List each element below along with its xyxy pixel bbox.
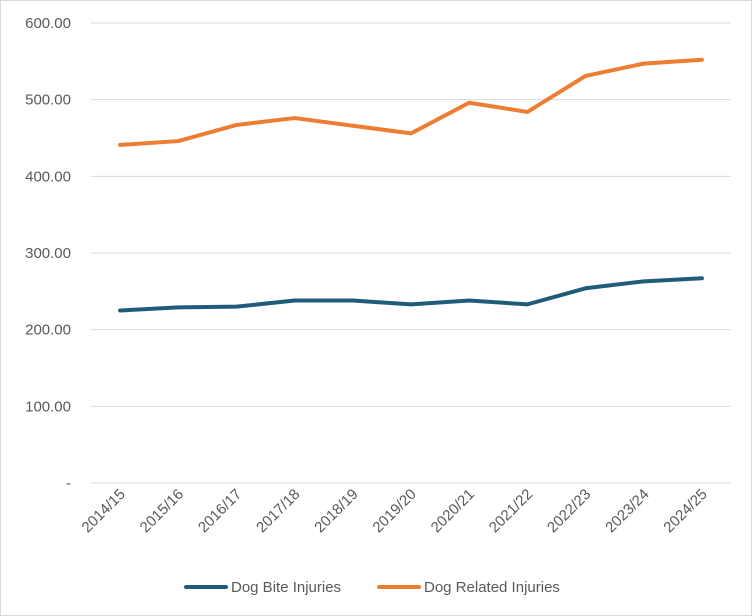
y-tick-label: 400.00	[25, 168, 71, 185]
x-tick-label: 2023/24	[602, 486, 652, 536]
x-tick-label: 2019/20	[369, 486, 419, 536]
x-tick-label: 2018/19	[311, 486, 361, 536]
y-tick-label: 600.00	[25, 15, 71, 32]
legend: Dog Bite Injuries Dog Related Injuries	[184, 579, 560, 596]
x-tick-label: 2021/22	[486, 486, 536, 536]
y-tick-label: 500.00	[25, 92, 71, 109]
y-tick-label: -	[66, 475, 71, 492]
x-tick-label: 2014/15	[79, 486, 129, 536]
x-tick-label: 2015/16	[137, 486, 187, 536]
y-tick-label: 100.00	[25, 398, 71, 415]
x-tick-label: 2024/25	[660, 486, 710, 536]
gridlines	[91, 22, 731, 484]
y-tick-label: 200.00	[25, 322, 71, 339]
series-lines	[118, 57, 704, 313]
series-line-dog-related-injuries	[118, 57, 704, 147]
legend-label: Dog Related Injuries	[424, 579, 560, 596]
x-tick-label: 2022/23	[544, 486, 594, 536]
x-tick-label: 2020/21	[428, 486, 478, 536]
x-axis-tick-labels: 2014/15 2015/16 2016/17 2017/18 2018/19 2019/…	[79, 486, 711, 536]
series-line-dog-bite-injuries	[118, 276, 704, 313]
y-tick-label: 300.00	[25, 245, 71, 262]
x-tick-label: 2017/18	[253, 486, 303, 536]
x-tick-label: 2016/17	[195, 486, 245, 536]
legend-label: Dog Bite Injuries	[231, 579, 341, 596]
y-axis-tick-labels: - 100.00 200.00 300.00 400.00 500.00 600.00	[25, 15, 71, 492]
